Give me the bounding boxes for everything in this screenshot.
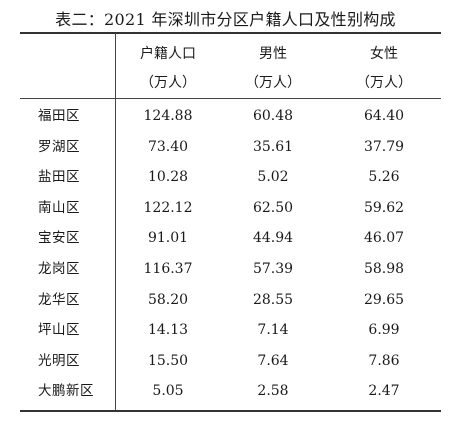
table-title: 表二：2021 年深圳市分区户籍人口及性别构成 [55,10,396,29]
male-value: 5.02 [257,169,289,186]
total-value: 122.12 [143,199,193,216]
male-value: 60.48 [252,108,294,124]
male-value: 44.94 [252,230,294,247]
female-value: 58.98 [363,261,405,277]
male-value: 57.39 [252,261,294,277]
table-row: 大鹏新区 5.05 2.58 2.47 [20,376,441,406]
male-value: 2.58 [257,383,289,400]
column-divider [115,33,116,410]
district-name: 福田区 [38,108,80,124]
district-name: 大鹏新区 [38,383,94,400]
table-row: 福田区 124.88 60.48 64.40 [20,101,441,131]
total-value: 14.13 [147,322,189,339]
female-value: 7.86 [368,352,400,369]
bottom-rule [20,410,441,412]
header-total-unit: （万人） [140,75,196,91]
district-name: 南山区 [38,199,80,216]
male-value: 7.14 [257,322,289,339]
total-value: 116.37 [143,261,193,277]
table-row: 南山区 122.12 62.50 59.62 [20,193,441,223]
table-row: 坪山区 14.13 7.14 6.99 [20,315,441,345]
male-value: 35.61 [252,138,294,155]
header-male-label: 男性 [259,46,287,62]
header-rule [20,98,441,99]
header-male-unit: （万人） [245,75,301,91]
total-value: 73.40 [147,138,189,155]
table-row: 龙岗区 116.37 57.39 58.98 [20,254,441,284]
district-name: 罗湖区 [38,138,80,155]
male-value: 28.55 [252,291,294,308]
female-value: 29.65 [363,291,405,308]
district-name: 宝安区 [38,230,80,247]
female-value: 5.26 [368,169,400,186]
female-value: 59.62 [363,199,405,216]
table-row: 罗湖区 73.40 35.61 37.79 [20,132,441,162]
district-name: 盐田区 [38,169,80,186]
total-value: 15.50 [147,352,189,369]
female-value: 2.47 [368,383,400,400]
table-row: 盐田区 10.28 5.02 5.26 [20,162,441,192]
female-value: 37.79 [363,138,405,155]
male-value: 7.64 [257,352,289,369]
district-name: 龙华区 [38,291,80,308]
district-name: 坪山区 [38,322,80,339]
total-value: 91.01 [147,230,189,247]
header-total-label: 户籍人口 [140,46,196,62]
total-value: 58.20 [147,291,189,308]
female-value: 6.99 [368,322,400,339]
table-row: 宝安区 91.01 44.94 46.07 [20,223,441,253]
top-rule [20,32,441,34]
district-name: 龙岗区 [38,261,80,277]
header-female-label: 女性 [370,46,398,62]
table-row: 龙华区 58.20 28.55 29.65 [20,285,441,315]
district-name: 光明区 [38,352,80,369]
table-row: 光明区 15.50 7.64 7.86 [20,346,441,376]
header-female-unit: （万人） [356,75,412,91]
total-value: 10.28 [147,169,189,186]
female-value: 64.40 [363,108,405,124]
female-value: 46.07 [363,230,405,247]
total-value: 124.88 [143,108,193,124]
male-value: 62.50 [252,199,294,216]
total-value: 5.05 [152,383,184,400]
